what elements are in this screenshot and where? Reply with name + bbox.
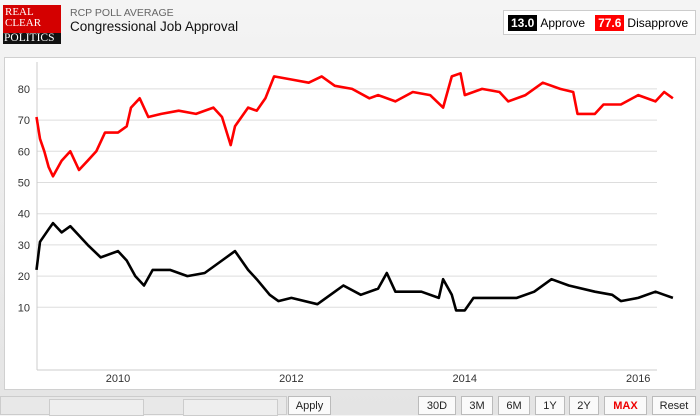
range-6m-button[interactable]: 6M: [498, 396, 530, 415]
subtitle: RCP POLL AVERAGE: [70, 7, 174, 19]
range-controls: Apply 30D 3M 6M 1Y 2Y MAX Reset: [0, 396, 700, 416]
legend: 13.0 Approve 77.6 Disapprove: [503, 10, 696, 35]
range-30d-button[interactable]: 30D: [418, 396, 456, 415]
approve-value: 13.0: [508, 14, 538, 31]
chart-panel: [4, 57, 696, 390]
approve-label: Approve: [540, 15, 586, 30]
apply-button[interactable]: Apply: [288, 396, 331, 415]
page-title: Congressional Job Approval: [70, 19, 239, 34]
disapprove-value: 77.6: [595, 14, 625, 31]
to-date-input[interactable]: [183, 399, 278, 416]
y-tick-label: 10: [18, 302, 30, 314]
date-range-inputs: [0, 396, 287, 416]
reset-button[interactable]: Reset: [652, 396, 696, 415]
y-tick-label: 80: [18, 84, 30, 96]
disapprove-label: Disapprove: [627, 15, 689, 30]
x-tick-label: 2012: [279, 373, 303, 385]
y-tick-label: 20: [18, 271, 30, 283]
series-line-disapprove: [35, 72, 674, 178]
y-tick-label: 40: [18, 209, 30, 221]
range-1y-button[interactable]: 1Y: [535, 396, 565, 415]
x-tick-label: 2010: [106, 373, 130, 385]
x-tick-label: 2014: [453, 373, 477, 385]
y-tick-label: 70: [18, 115, 30, 127]
from-date-input[interactable]: [49, 399, 144, 416]
range-max-button[interactable]: MAX: [604, 396, 647, 415]
line-chart: 10 20 30 40 50 60 70 80 2010 2012 2014 2016: [18, 62, 674, 385]
range-2y-button[interactable]: 2Y: [569, 396, 599, 415]
y-tick-label: 30: [18, 240, 30, 252]
series-line-approve: [35, 221, 674, 312]
x-tick-label: 2016: [626, 373, 650, 385]
y-tick-label: 50: [18, 178, 30, 190]
range-3m-button[interactable]: 3M: [461, 396, 493, 415]
rcp-logo: REAL CLEAR POLITICS: [3, 5, 61, 44]
y-tick-label: 60: [18, 146, 30, 158]
